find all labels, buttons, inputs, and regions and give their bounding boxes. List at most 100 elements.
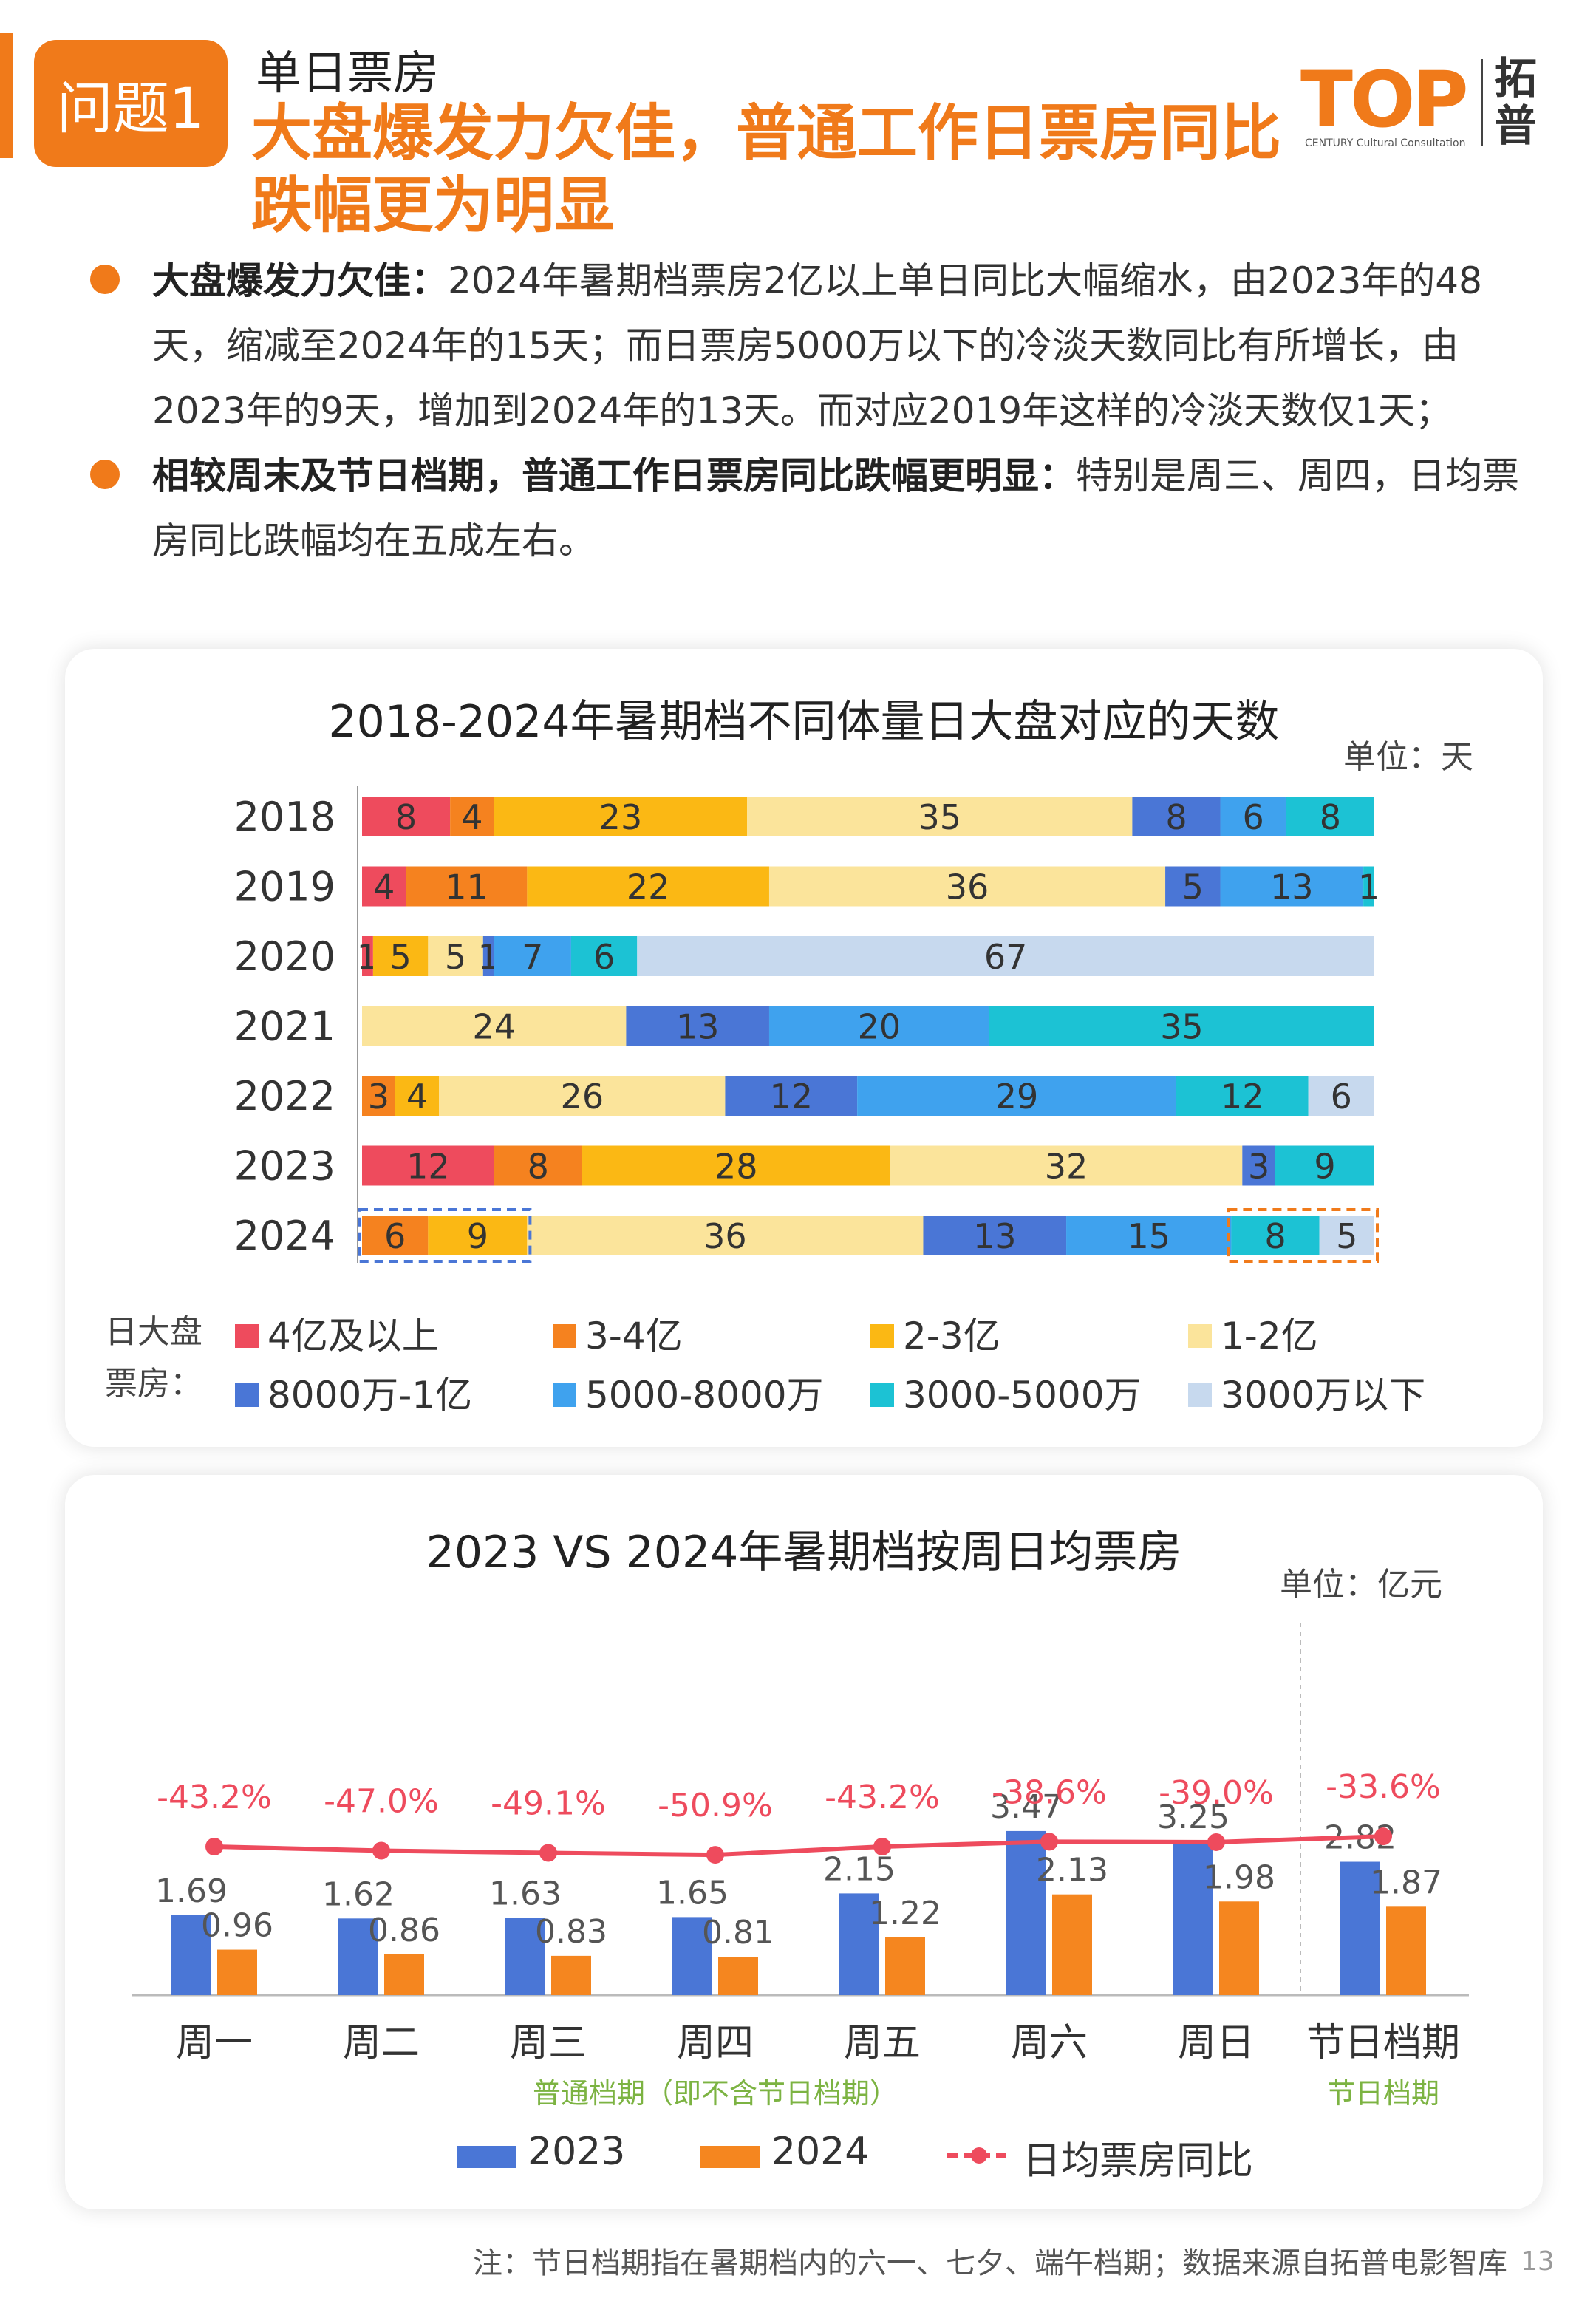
- segment-value-label: 5: [389, 937, 411, 977]
- legend-label-2023: 2023: [528, 2130, 626, 2174]
- value-label-2023: 2.15: [823, 1850, 896, 1888]
- bar-segment: [527, 1216, 924, 1255]
- yoy-line: [214, 1834, 1384, 1858]
- segment-value-label: 6: [384, 1216, 406, 1256]
- bar-segment: [494, 936, 571, 976]
- legend-item: 2-3亿: [870, 1306, 1000, 1360]
- bar-2024: [718, 1957, 758, 1995]
- bullet-dot: [90, 265, 120, 294]
- logo-chinese: 拓普: [1494, 53, 1538, 151]
- segment-value-label: 13: [973, 1216, 1017, 1256]
- bar-segment: [637, 936, 1374, 976]
- bar-2024: [885, 1937, 925, 1995]
- bar-segment: [1165, 866, 1221, 907]
- bar-segment: [395, 1076, 440, 1116]
- category-tick-label: 周六: [1011, 2021, 1088, 2065]
- yoy-label: -38.6%: [992, 1773, 1107, 1811]
- bar-2024: [1052, 1894, 1092, 1995]
- chart-unit: 单位：天: [1343, 738, 1473, 776]
- legend-label: 1-2亿: [1221, 1315, 1318, 1357]
- bar-segment: [1220, 797, 1286, 836]
- bar-segment: [1286, 797, 1374, 836]
- segment-value-label: 32: [1045, 1147, 1088, 1187]
- legend-title: 日大盘票房：: [105, 1313, 202, 1402]
- segment-value-label: 12: [1221, 1077, 1264, 1117]
- left-accent-bar: [0, 33, 13, 158]
- legend-swatch: [553, 1323, 576, 1348]
- logo-subtitle: CENTURY Cultural Consultation: [1305, 137, 1466, 149]
- grouped-bar-line-chart: 1.690.96 周一 1.620.86 周二 1.630.83 周三 1.650.81 周四…: [132, 1623, 1469, 2110]
- legend-swatch: [235, 1383, 259, 1407]
- bar-segment: [362, 1216, 429, 1255]
- highlight-box-right: [1227, 1208, 1380, 1263]
- legend-label: 8000万-1亿: [267, 1374, 473, 1417]
- segment-value-label: 11: [445, 868, 488, 907]
- segment-value-label: 4: [373, 868, 395, 907]
- segment-value-label: 8: [395, 797, 417, 837]
- segment-value-label: 28: [715, 1147, 758, 1187]
- bar-2024: [217, 1949, 257, 1995]
- category-tick-label: 周日: [1178, 2021, 1255, 2065]
- bar-2023: [1340, 1861, 1380, 1995]
- legend-swatch: [870, 1323, 894, 1348]
- year-tick-label: 2021: [234, 1003, 335, 1050]
- segment-value-label: 12: [406, 1147, 450, 1187]
- logo-mark: TOP: [1300, 55, 1469, 145]
- segment-value-label: 3: [368, 1077, 389, 1117]
- segment-value-label: 26: [561, 1077, 604, 1117]
- segment-value-label: 67: [984, 937, 1028, 977]
- bullet-1: 大盘爆发力欠佳：2024年暑期档票房2亿以上单日同比大幅缩水，由2023年的48…: [86, 248, 1549, 443]
- bullet-2: 相较周末及节日档期，普通工作日票房同比跌幅更明显：特别是周三、周四，日均票房同比…: [86, 443, 1549, 573]
- bar-segment: [450, 797, 494, 836]
- segment-value-label: 9: [467, 1216, 488, 1256]
- segment-value-label: 5: [1336, 1216, 1357, 1256]
- days-chart-card: 2018-2024年暑期档不同体量日大盘对应的天数 单位：天 2018 8 4 23 3…: [65, 649, 1543, 1447]
- chart-title: 2018-2024年暑期档不同体量日大盘对应的天数: [328, 696, 1280, 748]
- bar-segment: [582, 1145, 890, 1186]
- bar-segment: [923, 1216, 1067, 1255]
- bar-segment: [362, 866, 406, 907]
- legend-swatch-2023: [457, 2146, 516, 2168]
- highlight-box-left: [358, 1208, 532, 1263]
- segment-value-label: 8: [1320, 797, 1341, 837]
- bar-segment: [768, 866, 1166, 907]
- bar-segment: [362, 797, 451, 836]
- bullet-text: 2024年暑期档票房2亿以上单日同比大幅缩水，由2023年的48天，缩减至202…: [152, 259, 1482, 432]
- bar-segment: [428, 1216, 528, 1255]
- bar-segment: [1176, 1076, 1309, 1116]
- legend-swatch: [1188, 1323, 1212, 1348]
- bar-segment: [768, 1006, 989, 1046]
- bar-segment: [1132, 797, 1221, 836]
- bar-2023: [839, 1893, 879, 1995]
- legend-item: 3-4亿: [553, 1306, 683, 1360]
- segment-value-label: 13: [1270, 868, 1314, 907]
- yoy-label: -39.0%: [1159, 1774, 1274, 1812]
- bar-segment: [1308, 1076, 1374, 1116]
- bar-segment: [362, 1006, 627, 1046]
- bar-segment: [362, 1076, 395, 1116]
- segment-value-label: 15: [1127, 1216, 1170, 1256]
- yoy-point: [1374, 1827, 1392, 1846]
- value-label-2024: 1.98: [1203, 1858, 1275, 1896]
- bar-segment: [527, 866, 769, 907]
- bar-2023: [338, 1918, 378, 1995]
- chart-unit: 单位：亿元: [1280, 1566, 1442, 1603]
- legend-label: 3000万以下: [1221, 1374, 1426, 1417]
- yoy-point: [1040, 1833, 1058, 1851]
- year-tick-label: 2023: [234, 1143, 335, 1190]
- bar-segment: [482, 936, 494, 976]
- legend-label: 2-3亿: [903, 1315, 1000, 1357]
- yoy-point: [873, 1838, 891, 1856]
- section-label: 单日票房: [256, 46, 440, 100]
- bar-segment: [362, 936, 373, 976]
- category-tick-label: 周五: [844, 2021, 921, 2065]
- bullet-lead: 大盘爆发力欠佳：: [152, 259, 448, 302]
- bar-2023: [1173, 1841, 1213, 1995]
- legend-swatch: [870, 1383, 894, 1407]
- category-tick-label: 周三: [510, 2021, 587, 2065]
- bar-segment: [406, 866, 528, 907]
- yoy-label: -49.1%: [491, 1785, 606, 1823]
- value-label-2023: 3.47: [990, 1788, 1063, 1826]
- yoy-label: -50.9%: [658, 1787, 773, 1824]
- bar-segment: [857, 1076, 1176, 1116]
